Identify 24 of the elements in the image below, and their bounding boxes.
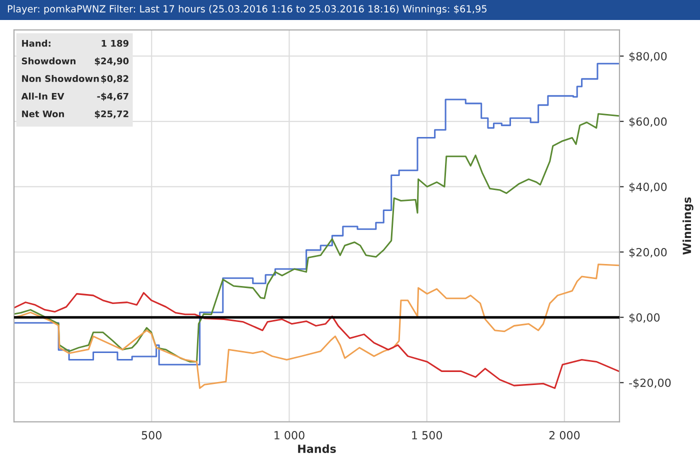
y-tick-label: $80,00 bbox=[629, 52, 667, 62]
x-tick-label: 500 bbox=[142, 431, 162, 440]
line-series bbox=[14, 292, 620, 389]
annotation: 1 189 bbox=[102, 40, 128, 47]
y-tick-label: -$20,00 bbox=[629, 378, 671, 388]
annotation: Non Showdown bbox=[22, 75, 99, 82]
x-tick-label: 2 000 bbox=[549, 431, 580, 440]
x-axis-title: Hands bbox=[298, 444, 336, 453]
y-tick-label: $60,00 bbox=[629, 117, 667, 128]
y-axis-title: Winnings bbox=[682, 197, 694, 255]
x-tick-label: 1 000 bbox=[274, 431, 304, 440]
annotation: $25,72 bbox=[94, 110, 128, 118]
annotation: Net Won bbox=[22, 110, 64, 118]
x-tick-label: 1 500 bbox=[412, 431, 442, 440]
annotation: All-In EV bbox=[21, 92, 64, 100]
y-tick-label: $40,00 bbox=[629, 182, 667, 193]
annotation: Showdown bbox=[22, 57, 76, 64]
annotation: $0,82 bbox=[101, 75, 128, 84]
annotation: -$4,67 bbox=[97, 92, 128, 101]
y-tick-label: $0,00 bbox=[629, 313, 660, 324]
y-tick-label: $20,00 bbox=[629, 248, 667, 258]
chart-title: Player: pomkaPWNZ Filter: Last 17 hours (25.03.2016 1:16 to 25.03.2016 18:16) Winnings: $61,95 bbox=[8, 4, 486, 14]
annotation: Hand: bbox=[22, 40, 50, 47]
annotation: $24,90 bbox=[94, 57, 129, 66]
